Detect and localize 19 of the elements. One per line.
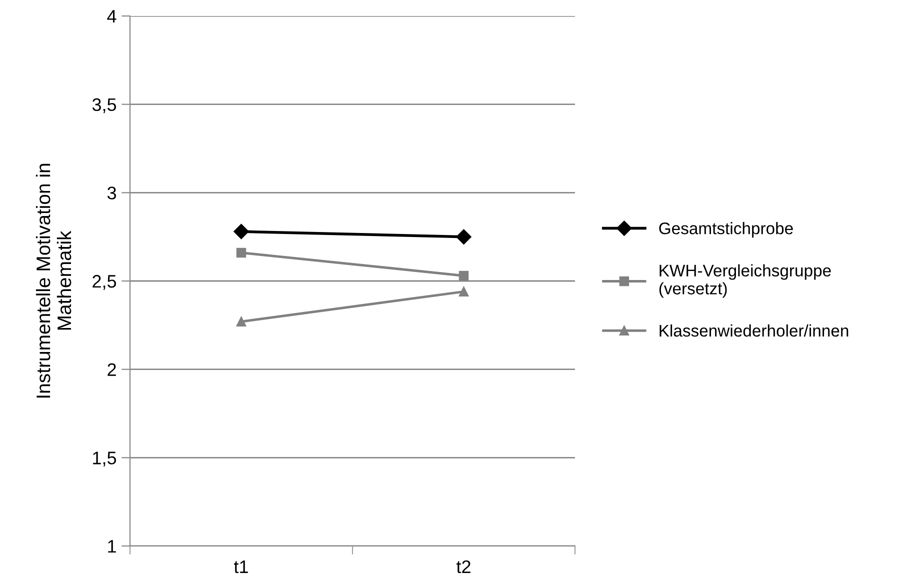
y-tick-label: 3 (107, 186, 116, 200)
point (236, 248, 246, 258)
y-tick-label: 3,5 (92, 98, 116, 114)
point (458, 270, 469, 281)
point (236, 316, 246, 326)
legend-label: Klassenwiederholer/innen (660, 324, 848, 337)
point (458, 286, 469, 296)
legend-label: Gesamtstichprobe (659, 222, 793, 238)
legend-label: KWH-Vergleichsgruppe (versetzt) (659, 264, 831, 298)
y-tick-label: 4 (107, 10, 116, 23)
y-tick-label: 1 (108, 540, 116, 553)
y-tick-label: 2,5 (92, 274, 116, 290)
y-axis-title: Instrumentelle Motivation in Mathematik (36, 164, 72, 398)
point (234, 224, 249, 240)
x-tick-label: t1 (234, 560, 248, 574)
point (456, 229, 472, 244)
y-tick-label: 1,5 (93, 452, 116, 467)
x-tick-label: t2 (456, 560, 470, 574)
y-tick-label: 2 (108, 363, 116, 376)
